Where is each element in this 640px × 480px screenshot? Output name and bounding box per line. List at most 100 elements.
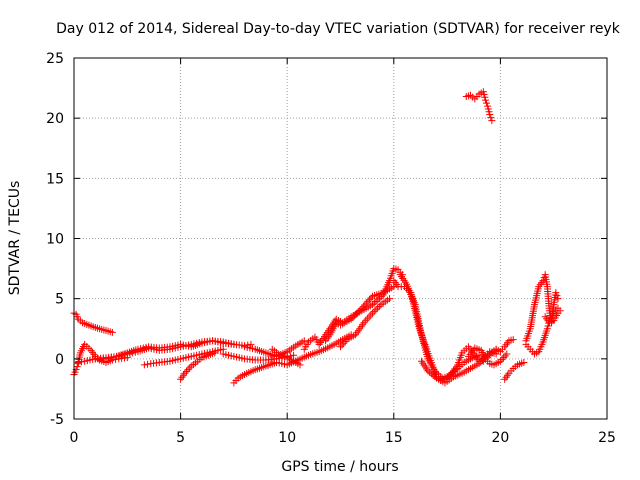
series-seg-d bbox=[91, 337, 238, 363]
data-point bbox=[365, 296, 373, 304]
data-point bbox=[186, 364, 194, 372]
data-point bbox=[182, 367, 190, 375]
series-layer bbox=[70, 88, 564, 387]
y-tick-label: 10 bbox=[46, 232, 64, 248]
data-point bbox=[498, 355, 506, 363]
series-seg-m bbox=[337, 295, 394, 351]
data-point bbox=[361, 301, 369, 309]
series-seg-k bbox=[300, 265, 406, 353]
data-point bbox=[184, 366, 192, 374]
data-point bbox=[483, 99, 491, 107]
data-point bbox=[427, 370, 435, 378]
data-point bbox=[450, 367, 458, 375]
y-tick-label: 5 bbox=[55, 292, 64, 308]
data-point bbox=[368, 301, 376, 309]
data-point bbox=[503, 350, 511, 358]
data-point bbox=[108, 328, 116, 336]
data-point bbox=[296, 361, 304, 369]
data-point bbox=[340, 339, 348, 347]
data-point bbox=[539, 277, 547, 285]
data-point bbox=[520, 358, 528, 366]
data-point bbox=[372, 306, 380, 314]
series-seg-a bbox=[70, 309, 116, 336]
data-point bbox=[553, 292, 561, 300]
grid bbox=[74, 58, 607, 419]
data-point bbox=[341, 337, 349, 345]
data-point bbox=[211, 349, 219, 357]
data-point bbox=[554, 295, 562, 303]
x-tick-label: 10 bbox=[278, 430, 296, 446]
data-point bbox=[359, 303, 367, 311]
data-point bbox=[496, 357, 504, 365]
x-axis-label: GPS time / hours bbox=[281, 459, 398, 475]
data-point bbox=[286, 352, 294, 360]
data-point bbox=[144, 360, 152, 368]
x-tick-label: 5 bbox=[176, 430, 185, 446]
data-point bbox=[426, 368, 434, 376]
data-point bbox=[552, 289, 560, 297]
chart-title: Day 012 of 2014, Sidereal Day-to-day VTE… bbox=[56, 21, 621, 37]
data-point bbox=[181, 369, 189, 377]
series-seg-f bbox=[177, 349, 219, 383]
x-tick-label: 25 bbox=[598, 430, 616, 446]
data-point bbox=[424, 367, 432, 375]
data-point bbox=[374, 296, 382, 304]
data-point bbox=[370, 307, 378, 315]
data-point bbox=[363, 315, 371, 323]
data-point bbox=[347, 315, 355, 323]
y-tick-label: 20 bbox=[46, 111, 64, 127]
data-point bbox=[364, 297, 372, 305]
data-point bbox=[372, 297, 380, 305]
data-point bbox=[481, 96, 489, 104]
data-point bbox=[337, 343, 344, 351]
data-point bbox=[362, 317, 370, 325]
y-tick-label: 0 bbox=[55, 352, 64, 368]
series-seg-i bbox=[241, 337, 308, 360]
data-point bbox=[449, 369, 457, 377]
x-tick-label: 20 bbox=[491, 430, 509, 446]
data-point bbox=[74, 358, 82, 366]
data-point bbox=[367, 311, 375, 319]
data-point bbox=[368, 309, 376, 317]
data-point bbox=[501, 352, 509, 360]
data-point bbox=[290, 351, 298, 359]
series-seg-q bbox=[479, 336, 517, 365]
series-seg-o bbox=[396, 271, 483, 382]
data-point bbox=[429, 371, 437, 379]
series-seg-n bbox=[390, 277, 500, 384]
data-point bbox=[349, 313, 357, 321]
data-point bbox=[488, 117, 496, 125]
data-point bbox=[354, 308, 362, 316]
data-point bbox=[77, 358, 85, 366]
data-point bbox=[140, 361, 148, 369]
y-axis-label: SDTVAR / TECUs bbox=[7, 181, 23, 296]
y-tick-label: -5 bbox=[50, 412, 64, 428]
data-point bbox=[356, 306, 364, 314]
data-point bbox=[367, 294, 375, 302]
data-point bbox=[486, 111, 494, 119]
x-tick-label: 0 bbox=[70, 430, 79, 446]
y-tick-label: 15 bbox=[46, 171, 64, 187]
data-point bbox=[362, 299, 370, 307]
series-seg-j bbox=[268, 345, 304, 369]
series-seg-e bbox=[140, 345, 227, 369]
data-point bbox=[73, 363, 81, 371]
series-seg-r bbox=[464, 344, 511, 369]
series-seg-v bbox=[541, 309, 562, 327]
ticks: 0 5 10 15 20 25 -5 0 5 10 15 20 25 bbox=[46, 51, 616, 446]
series-seg-s bbox=[501, 358, 528, 383]
data-point bbox=[475, 360, 483, 368]
data-point bbox=[431, 373, 439, 381]
data-point bbox=[374, 304, 382, 312]
data-point bbox=[247, 340, 255, 348]
data-point bbox=[230, 340, 238, 348]
data-point bbox=[487, 114, 495, 122]
data-point bbox=[352, 310, 360, 318]
data-point bbox=[338, 341, 346, 349]
data-point bbox=[300, 337, 308, 345]
series-seg-l bbox=[322, 283, 398, 345]
data-point bbox=[452, 366, 460, 374]
data-point bbox=[370, 299, 378, 307]
series-seg-p bbox=[418, 345, 500, 387]
